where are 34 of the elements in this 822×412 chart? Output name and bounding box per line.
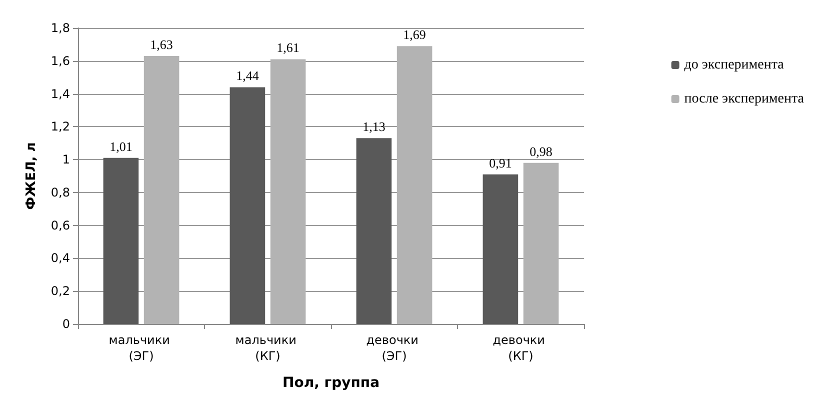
y-tick-label: 0,2 <box>50 284 70 298</box>
bar <box>270 59 306 324</box>
bar <box>396 46 432 324</box>
data-label: 1,01 <box>110 138 132 154</box>
bar <box>103 158 139 324</box>
y-tick-label: 0,6 <box>50 218 70 232</box>
data-label: 1,13 <box>362 119 386 134</box>
data-label: 1,44 <box>236 68 260 84</box>
bar <box>523 162 559 324</box>
x-axis-title: Пол, группа <box>282 375 380 391</box>
x-tick-label: мальчики (КГ) <box>235 333 300 363</box>
data-label: 1,63 <box>150 36 173 52</box>
y-tick-label: 0,8 <box>50 185 70 200</box>
y-axis-title: ФЖЕЛ, л <box>24 142 39 210</box>
y-tick-label: 1,4 <box>50 86 70 101</box>
x-tick-label: девочки (ЭГ) <box>366 333 422 363</box>
y-tick-label: 1 <box>62 152 70 167</box>
y-tick-label: 0 <box>62 317 70 331</box>
legend-label: до эксперимента <box>684 58 785 72</box>
data-label: 1,69 <box>403 27 426 42</box>
bar <box>482 174 518 324</box>
y-tick-label: 1,8 <box>50 21 70 35</box>
y-tick-label: 1,2 <box>50 120 70 134</box>
data-label: 1,61 <box>276 40 300 56</box>
data-label: 0,91 <box>489 155 512 170</box>
legend-label: после эксперимента <box>684 92 805 106</box>
y-tick-label: 0,4 <box>50 251 70 266</box>
data-label: 0,98 <box>530 144 552 159</box>
bar <box>144 56 180 324</box>
x-tick-label: мальчики (ЭГ) <box>108 333 174 363</box>
x-tick-label: девочки (КГ) <box>492 333 549 363</box>
bar <box>230 87 266 324</box>
bar <box>356 138 392 324</box>
y-tick-label: 1,6 <box>50 54 70 68</box>
